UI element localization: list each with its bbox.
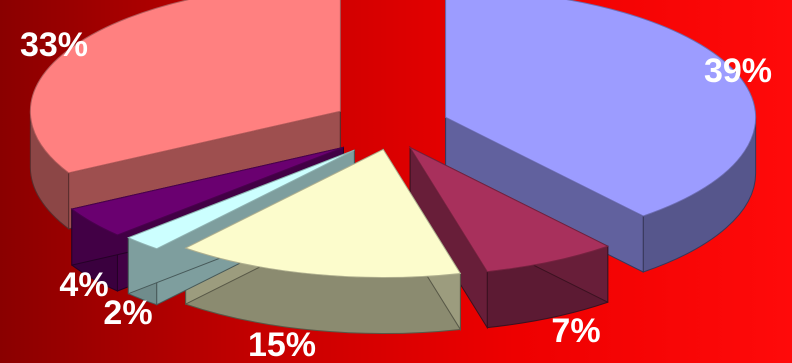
slice-top-3 [127,149,355,250]
slice-label-5: 33% [20,26,88,64]
slice-tops [29,0,757,278]
slice-label-1: 7% [551,312,600,350]
slice-label-4: 4% [59,266,108,304]
slice-label-0: 39% [704,52,772,90]
slice-top-1 [408,146,610,273]
slice-top-0 [445,0,757,217]
slice-label-3: 2% [103,294,152,332]
slice-top-5 [29,0,341,174]
slice-top-4 [70,146,344,236]
slice-label-2: 15% [248,326,316,363]
slice-top-2 [184,148,462,278]
